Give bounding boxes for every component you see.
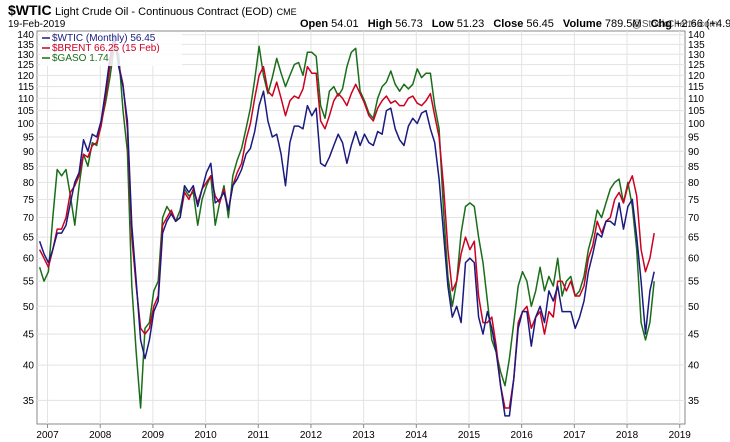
y-tick-label-right: 75: [688, 195, 700, 206]
y-tick-label-left: 100: [17, 119, 34, 130]
y-tick-label-right: 80: [688, 178, 700, 189]
volume-value: 789.5M: [605, 18, 642, 30]
y-tick-label-right: 45: [688, 330, 700, 341]
y-tick-label-right: 40: [688, 361, 700, 372]
x-tick-label: 2017: [563, 430, 586, 441]
y-tick-label-right: 110: [688, 94, 704, 105]
x-tick-label: 2012: [300, 430, 323, 441]
y-tick-label-left: 50: [23, 302, 35, 313]
close-value: 56.45: [526, 18, 554, 30]
y-tick-label-left: 45: [23, 330, 35, 341]
open-label: Open: [300, 18, 328, 30]
y-tick-label-left: 140: [17, 30, 34, 41]
series-line-gaso: [38, 45, 655, 409]
x-tick-label: 2011: [248, 430, 270, 441]
y-tick-label-right: 130: [688, 50, 705, 61]
y-tick-label-right: 140: [688, 30, 705, 41]
y-tick-label-right: 55: [688, 277, 700, 288]
x-tick-label: 2019: [669, 430, 692, 441]
y-tick-label-right: 115: [688, 82, 704, 93]
y-tick-label-left: 85: [23, 162, 35, 173]
x-axis: 2007 2008 2009 2010 2011 2012 2013 2014 2015 2016…: [36, 424, 691, 441]
x-tick-label: 2015: [458, 430, 481, 441]
y-tick-label-right: 95: [688, 133, 700, 144]
series-line-brent: [38, 37, 655, 409]
y-tick-label-right: 70: [688, 213, 700, 224]
instrument-title: Light Crude Oil - Continuous Contract (E…: [55, 6, 273, 18]
x-tick-label: 2018: [616, 430, 639, 441]
chg-value: +2.66 (+4.95%): [675, 18, 730, 30]
legend: $WTIC (Monthly) 56.45 $BRENT 66.25 (15 F…: [40, 33, 182, 66]
watermark: @StockCharts.com: [632, 19, 718, 30]
y-tick-label-right: 90: [688, 147, 700, 158]
y-tick-label-left: 115: [18, 82, 34, 93]
y-axis-left: 3540455055606570758085909510010511011512…: [17, 30, 34, 407]
y-tick-label-left: 110: [18, 94, 34, 105]
low-value: 51.23: [457, 18, 485, 30]
y-tick-label-right: 125: [688, 60, 705, 71]
ohlc-readout: Open 54.01 High 56.73 Low 51.23 Close 56.45 …: [300, 18, 730, 30]
y-tick-label-left: 120: [17, 71, 34, 82]
y-tick-label-left: 65: [23, 233, 35, 244]
y-axis-right: 3540455055606570758085909510010511011512…: [688, 30, 705, 407]
y-tick-label-left: 95: [23, 133, 35, 144]
y-tick-label-left: 90: [23, 147, 35, 158]
legend-wtic: $WTIC (Monthly) 56.45: [52, 33, 156, 44]
x-tick-label: 2014: [405, 430, 428, 441]
y-tick-label-left: 130: [17, 50, 34, 61]
legend-gaso: $GASO 1.74: [52, 53, 109, 64]
y-tick-label-right: 60: [688, 254, 700, 265]
volume-label: Volume: [563, 18, 602, 30]
y-tick-label-left: 70: [23, 213, 35, 224]
symbol-label: $WTIC: [8, 2, 52, 18]
y-tick-label-right: 105: [688, 106, 705, 117]
instrument-name: Light Crude Oil - Continuous Contract (E…: [55, 6, 297, 18]
series-line-wtic: [38, 33, 655, 417]
x-tick-label: 2013: [353, 430, 376, 441]
y-tick-label-left: 135: [17, 40, 34, 51]
y-tick-label-right: 35: [688, 396, 700, 407]
x-tick-label: 2016: [511, 430, 534, 441]
x-tick-label: 2007: [36, 430, 59, 441]
legend-brent: $BRENT 66.25 (15 Feb): [52, 43, 160, 54]
y-tick-label-right: 135: [688, 40, 705, 51]
y-tick-label-left: 75: [23, 195, 35, 206]
y-tick-label-left: 40: [23, 361, 35, 372]
y-tick-label-left: 105: [17, 106, 34, 117]
y-tick-label-right: 50: [688, 302, 700, 313]
y-tick-label-left: 60: [23, 254, 35, 265]
x-tick-label: 2010: [194, 430, 217, 441]
y-tick-label-left: 125: [17, 60, 34, 71]
y-tick-label-left: 80: [23, 178, 35, 189]
exchange-label: CME: [277, 7, 297, 17]
chg-label: Chg: [651, 18, 672, 30]
close-label: Close: [493, 18, 523, 30]
y-tick-label-right: 120: [688, 71, 705, 82]
y-tick-label-left: 55: [23, 277, 35, 288]
series-layer: [38, 33, 655, 417]
y-tick-label-right: 100: [688, 119, 705, 130]
y-tick-label-left: 35: [23, 396, 35, 407]
x-tick-label: 2008: [89, 430, 112, 441]
x-tick-label: 2009: [142, 430, 165, 441]
high-label: High: [368, 18, 393, 30]
legend-background: [40, 33, 182, 66]
open-value: 54.01: [331, 18, 359, 30]
y-tick-label-right: 85: [688, 162, 700, 173]
y-tick-label-right: 65: [688, 233, 700, 244]
low-label: Low: [432, 18, 454, 30]
high-value: 56.73: [395, 18, 423, 30]
date-label: 19-Feb-2019: [8, 19, 66, 30]
